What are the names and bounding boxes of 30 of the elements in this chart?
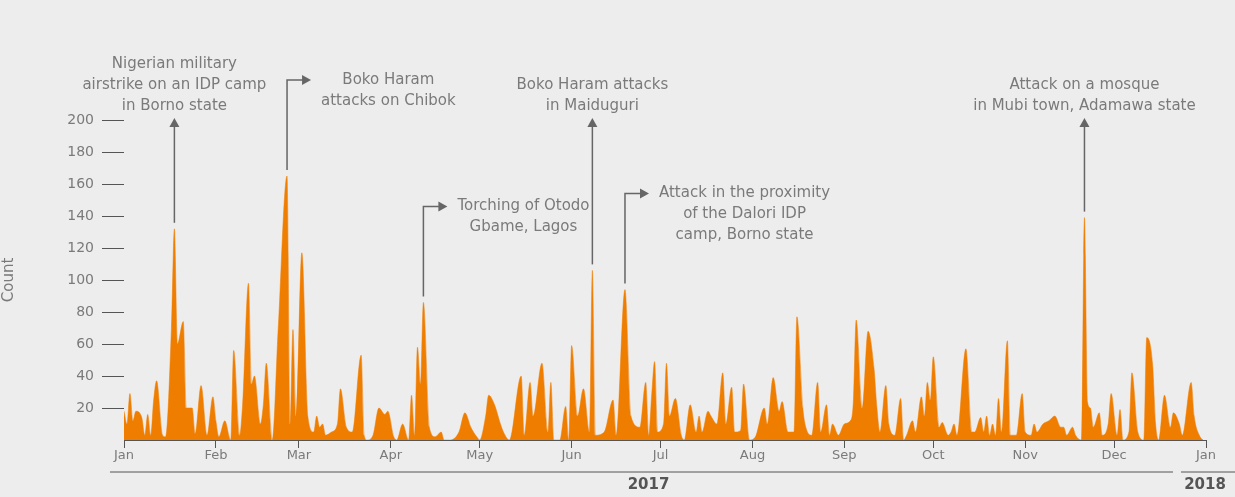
y-tick-label: 20: [76, 398, 94, 415]
text: 2018: [1184, 475, 1226, 493]
x-tick-label: Jan: [112, 447, 135, 463]
x-tick-label: Feb: [204, 447, 228, 463]
annotation: Attack in the proximity of the Dalori IDP camp, Borno state: [658, 183, 831, 244]
x-tick-label: Dec: [1101, 447, 1127, 463]
y-tick-label: 40: [76, 366, 94, 383]
x-tick-label: Jun: [560, 447, 582, 463]
y-axis-title: Count: [0, 257, 17, 303]
annotation: Torching of Otodo Gbame, Lagos: [456, 196, 590, 236]
x-tick-label: May: [466, 447, 494, 463]
y-tick-label: 80: [76, 302, 94, 319]
x-tick-label: Nov: [1012, 447, 1039, 463]
x-tick-label: Mar: [286, 447, 312, 463]
annotation: Attack on a mosque in Mubi town, Adamawa state: [973, 75, 1196, 114]
y-tick-label: 100: [67, 270, 94, 287]
x-tick-label: Jan: [1194, 447, 1217, 463]
annotation: Boko Haram attacks on Chibok: [321, 69, 456, 109]
y-tick-label: 180: [67, 142, 94, 159]
y-tick-label: 120: [67, 238, 94, 255]
x-tick-label: Apr: [379, 447, 403, 463]
y-tick-label: 140: [67, 206, 94, 223]
annotation: Boko Haram attacks in Maiduguri: [516, 75, 669, 114]
x-tick-label: Aug: [739, 447, 766, 463]
x-tick-label: Jul: [651, 447, 669, 463]
text: 2017: [627, 475, 670, 493]
y-tick-label: 60: [76, 334, 94, 351]
x-tick-label: Oct: [922, 447, 945, 463]
y-tick-label: 160: [67, 174, 94, 191]
x-tick-label: Sep: [832, 447, 857, 463]
